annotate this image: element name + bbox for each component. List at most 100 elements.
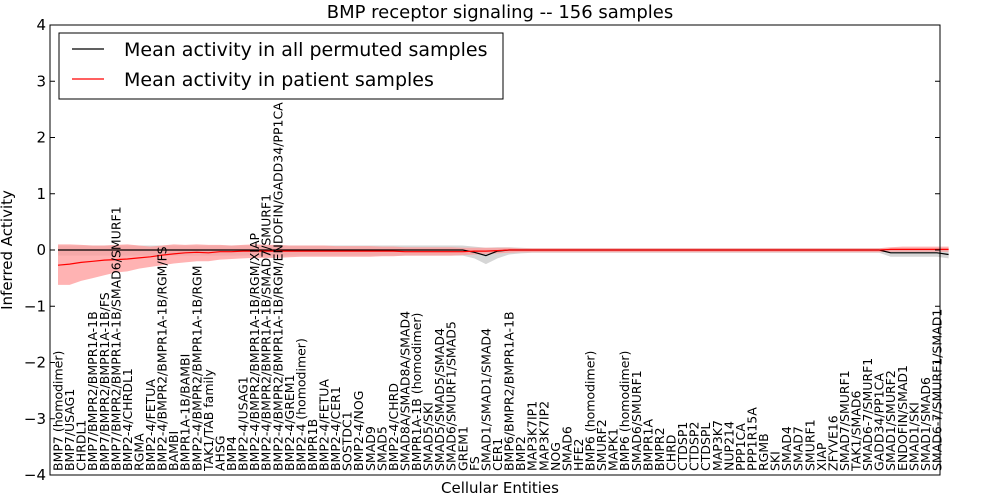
x-tick-label: BMP2-4/CHRDL1: [120, 368, 135, 471]
x-tick-label: BMP2-4/USAG1: [236, 376, 251, 471]
x-tick-label: MAP3K7IP1: [525, 401, 540, 471]
x-tick-label: BMPR1A: [640, 419, 655, 472]
x-tick-label: BMP7/BMPR2/BMPR1A-1B/FS: [97, 292, 112, 471]
x-tick-label: BMP7/BMPR2/BMPR1A-1B/SMAD6/SMURF1: [108, 206, 123, 471]
series-lines: [57, 248, 949, 266]
x-tick-label: BMPR2: [652, 427, 667, 471]
x-tick-label: SMAD8A/SMAD8A/SMAD4: [398, 311, 413, 471]
x-tick-label: BMP2-4/FETUA: [317, 379, 332, 471]
y-tick-label: −1: [24, 297, 46, 315]
x-tick-label: GADD34/PP1CA: [872, 373, 887, 471]
x-tick-label: BMPR1B: [305, 419, 320, 471]
x-tick-label: BMP2: [513, 436, 528, 471]
line-patient: [57, 248, 949, 266]
x-tick-label: SOSTDC1: [340, 411, 355, 471]
x-tick-label: BMPR1A-1B/BAMBI: [178, 354, 193, 471]
x-tick-label: SMAD6/SMURF1/SMAD5: [444, 321, 459, 471]
x-tick-label: RGMA: [132, 433, 147, 471]
x-tick-label: PPP1R15A: [744, 407, 759, 471]
y-tick-label: 4: [36, 16, 46, 34]
y-tick-label: −3: [24, 410, 46, 428]
x-tick-label: BMP6 (homodimer): [617, 351, 632, 471]
chart-title: BMP receptor signaling -- 156 samples: [327, 2, 674, 23]
x-tick-label: BMP4: [224, 436, 239, 471]
x-tick-label: SMAD5/SKI: [421, 402, 436, 471]
y-tick-label: 1: [36, 185, 46, 203]
x-tick-labels: BMP7 (homodimer)BMP7/USAG1CHRDL1BMP7/BMP…: [51, 102, 945, 472]
x-tick-label: NOG: [548, 442, 563, 471]
x-tick-label: HFE2: [571, 439, 586, 471]
x-tick-label: SMAD1/SMAD1/SMAD4: [478, 328, 493, 471]
legend-frame: [58, 32, 504, 100]
x-tick-label: BMP7 (homodimer): [51, 351, 66, 471]
x-tick-label: BMP6 (homodimer): [583, 351, 598, 471]
x-tick-label: AHSG: [212, 435, 227, 471]
x-tick-label: BMP2-4/GREM1: [282, 374, 297, 471]
x-axis-label: Cellular Entities: [441, 479, 559, 497]
x-tick-label: SMAD1/SMURF2: [883, 370, 898, 471]
x-tick-label: TAK1/TAB family: [201, 369, 216, 473]
y-tick-label: 2: [36, 129, 46, 147]
x-tick-label: BMP2-4/BMPR2/BMPR1A-1B/RGM/FS: [155, 246, 170, 471]
x-tick-label: SMAD6-7/SMURF1: [860, 358, 875, 471]
x-tick-label: SKI: [768, 451, 783, 471]
y-tick-label: 3: [36, 72, 46, 90]
x-tick-label: SMAD7: [791, 426, 806, 471]
y-tick-label: −4: [24, 466, 46, 484]
x-tick-label: FS: [467, 456, 482, 471]
x-tick-label: SMAD6/SMURF1: [629, 370, 644, 471]
legend-label-patient: Mean activity in patient samples: [124, 69, 434, 91]
x-tick-label: CTDSP1: [675, 422, 690, 471]
x-tick-label: BMP7/USAG1: [62, 389, 77, 471]
x-tick-label: MAP3K7: [710, 420, 725, 471]
x-tick-label: SMAD5: [374, 426, 389, 471]
x-tick-label: SMURF1: [802, 419, 817, 471]
x-tick-label: BMP7/BMPR2/BMPR1A-1B: [85, 311, 100, 471]
x-tick-label: SMAD4: [779, 426, 794, 471]
x-tick-label: CTDSP2: [687, 422, 702, 471]
y-axis-label: Inferred Activity: [0, 190, 16, 310]
x-tick-label: CHRDL1: [74, 420, 89, 471]
band-patient: [58, 244, 949, 285]
x-tick-label: ENDOFIN/SMAD1: [895, 365, 910, 471]
x-tick-label: SMAD6-7/SMURF1/SMAD1: [930, 309, 945, 471]
x-tick-label: CTDSPL: [698, 423, 713, 471]
x-tick-label: SMAD1/SKI: [906, 402, 921, 471]
x-tick-label: BMP2-4/BMPR2/BMPR1A-1B/RGM: [189, 266, 204, 472]
x-tick-label: SMAD5/SMAD5/SMAD4: [432, 328, 447, 471]
x-tick-label: BMP2-4/NOG: [351, 391, 366, 471]
x-tick-label: BMP2-4/FETUA: [143, 379, 158, 471]
x-tick-label: SMAD7/SMURF1: [837, 370, 852, 471]
legend: Mean activity in all permuted samples Me…: [58, 32, 504, 100]
x-tick-label: CHRD: [664, 435, 679, 471]
x-tick-label: RGMB: [756, 433, 771, 471]
x-tick-label: BMP6/BMPR2/BMPR1A-1B: [502, 311, 517, 471]
x-tick-label: BMP2-4/CER1: [328, 386, 343, 471]
x-tick-label: MAPK1: [606, 428, 621, 471]
x-tick-label: BMP2-4/BMPR2/BMPR1A-1B/RGM/ENDOFIN/GADD3…: [270, 102, 285, 471]
x-tick-label: XIAP: [814, 442, 829, 471]
x-tick-label: CER1: [490, 438, 505, 471]
x-tick-label: GREM1: [455, 426, 470, 471]
legend-label-permuted: Mean activity in all permuted samples: [124, 39, 487, 61]
x-tick-label: PPP1CA: [733, 423, 748, 471]
x-tick-label: BAMBI: [166, 431, 181, 471]
x-tick-label: BMPR1A-1B (homodimer): [409, 313, 424, 471]
x-tick-label: BMP2-4 (homodimer): [293, 338, 308, 471]
x-tick-label: NUP214: [721, 421, 736, 471]
x-tick-label: BMP2-4/CHRD: [386, 383, 401, 471]
y-tick-label: 0: [36, 241, 46, 259]
y-axis-ticks: −4 −3 −2 −1 0 1 2 3 4: [24, 16, 940, 484]
x-tick-label: SMAD9: [363, 426, 378, 471]
y-tick-label: −2: [24, 354, 46, 372]
x-tick-label: BMP2-4/BMPR2/BMPR1A-1B/RGM/XIAP: [247, 232, 262, 471]
x-tick-label: SMAD1/SMAD6: [918, 377, 933, 471]
x-tick-label: ZFYVE16: [825, 415, 840, 471]
x-tick-label: SMAD6: [559, 426, 574, 471]
x-tick-label: MAP3K7IP2: [536, 401, 551, 471]
x-tick-label: BMP2-4/BMPR2/BMPR1A-1B/SMAD7/SMURF1: [259, 194, 274, 471]
x-tick-label: TAK1/SMAD6: [849, 390, 864, 471]
plot-frame: [49, 24, 941, 476]
x-tick-label: SMURF2: [594, 419, 609, 471]
